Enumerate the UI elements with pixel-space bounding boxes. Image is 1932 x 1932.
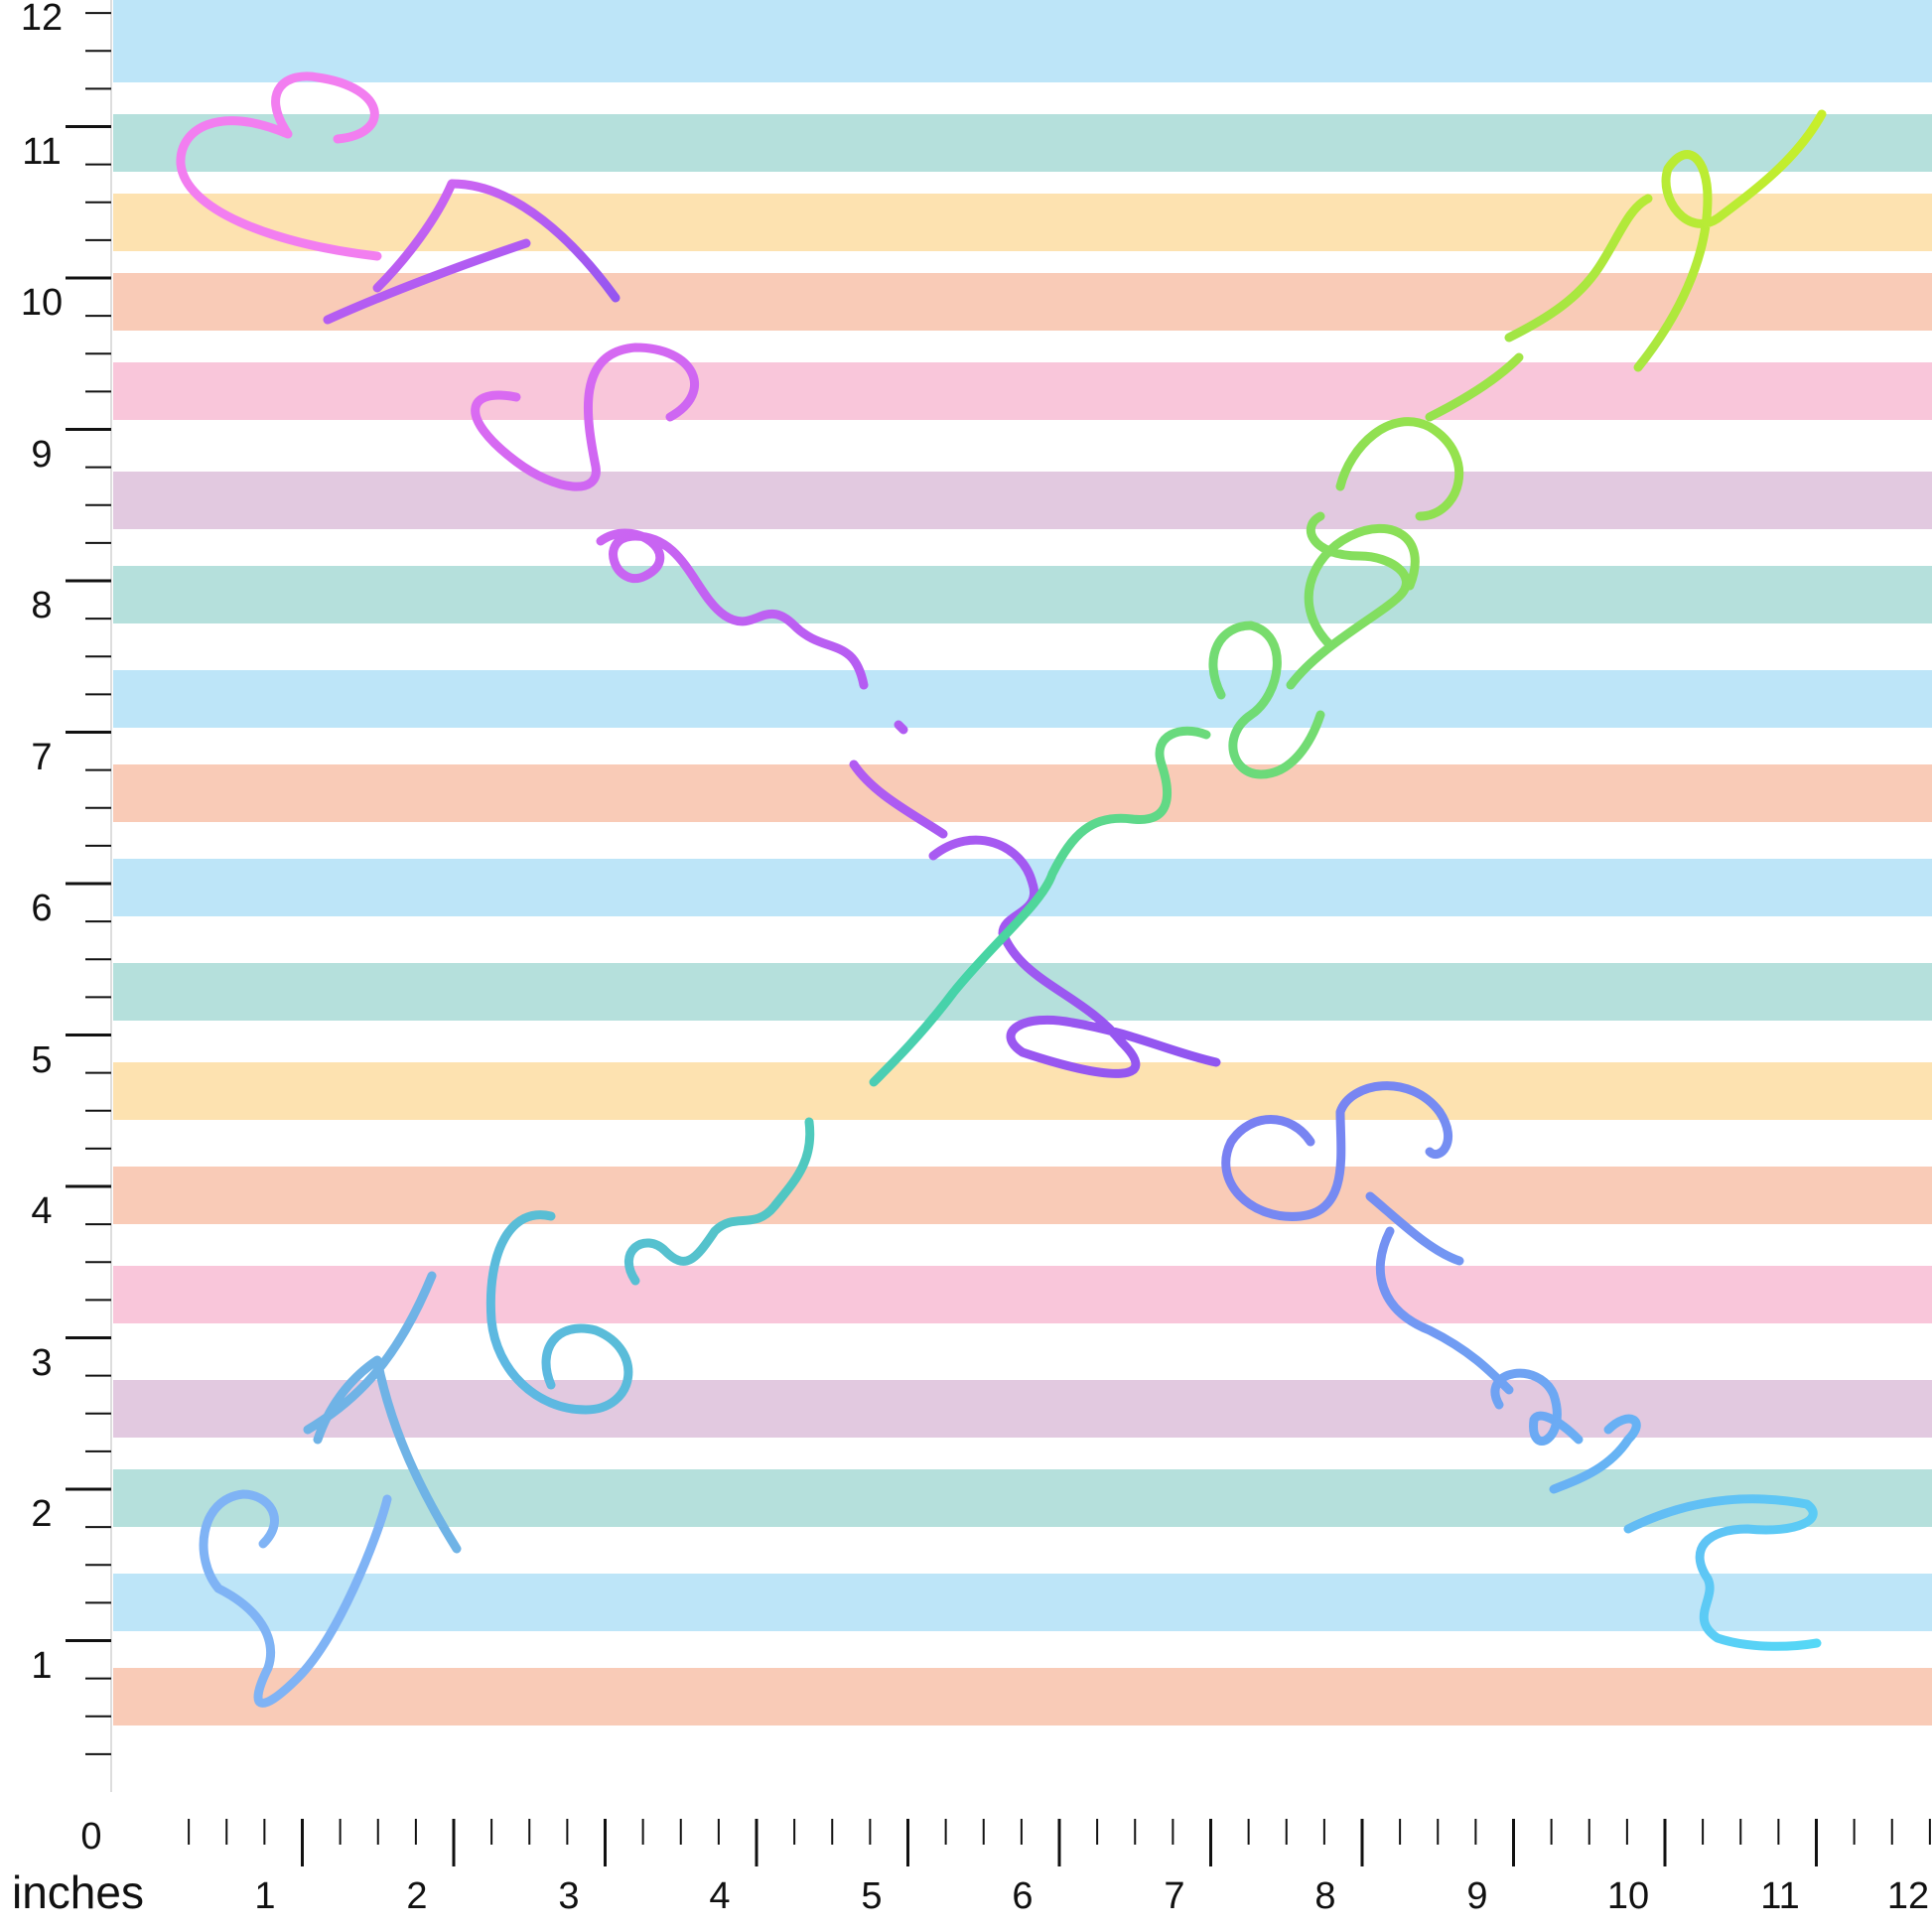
script-sewing-down [471,343,1221,1078]
y-label-3: 3 [31,1342,52,1384]
heart-icon-bottom [199,1489,392,1708]
y-label-7: 7 [31,737,52,778]
heart-icon [176,71,382,261]
horizontal-ruler [188,1819,1931,1866]
y-label-5: 5 [31,1039,52,1081]
y-label-1: 1 [31,1645,52,1687]
stripe-band [113,362,1932,420]
ruler-labels: 0 inches 1 2 3 4 5 6 7 8 9 10 11 12 1 2 … [12,0,1929,1918]
x-label-10: 10 [1607,1875,1649,1917]
x-label-2: 2 [406,1875,427,1917]
y-label-4: 4 [31,1190,52,1232]
letter-i-bottom [303,1271,462,1554]
stripe-band [113,1574,1932,1631]
y-label-10: 10 [21,282,63,324]
script-stash-lower [1221,1081,1822,1651]
y-label-2: 2 [31,1493,52,1535]
x-label-8: 8 [1314,1875,1335,1917]
x-label-7: 7 [1164,1875,1184,1917]
y-label-11: 11 [22,131,61,173]
stripe-pattern [113,0,1932,1725]
stripe-band [113,963,1932,1021]
stripe-band [113,1380,1932,1438]
script-sewing-up [485,109,1827,1415]
x-label-9: 9 [1466,1875,1487,1917]
x-label-3: 3 [558,1875,579,1917]
stripe-band [113,566,1932,623]
stripe-band [113,472,1932,529]
stripe-band [113,0,1932,58]
x-label-12: 12 [1887,1875,1929,1917]
y-label-9: 9 [31,434,52,476]
stripe-band [113,1062,1932,1120]
x-label-1: 1 [254,1875,275,1917]
y-label-6: 6 [31,888,52,929]
vertical-ruler [66,0,112,1792]
stripe-band [113,1167,1932,1224]
x-label-4: 4 [709,1875,730,1917]
x-label-11: 11 [1760,1875,1799,1917]
x-label-5: 5 [861,1875,882,1917]
y-label-8: 8 [31,585,52,626]
stripe-band [113,194,1932,251]
letter-i-top [323,179,621,325]
ruler-unit-label: inches [12,1866,144,1918]
ruler-origin-label: 0 [80,1816,101,1858]
x-label-6: 6 [1012,1875,1033,1917]
stripe-band [113,1668,1932,1725]
y-label-12: 12 [21,0,63,39]
stripe-band [113,764,1932,822]
stripe-band [113,114,1932,172]
script-lettering-artwork [176,71,1827,1708]
stripe-band [113,1266,1932,1323]
stripe-band [113,670,1932,728]
